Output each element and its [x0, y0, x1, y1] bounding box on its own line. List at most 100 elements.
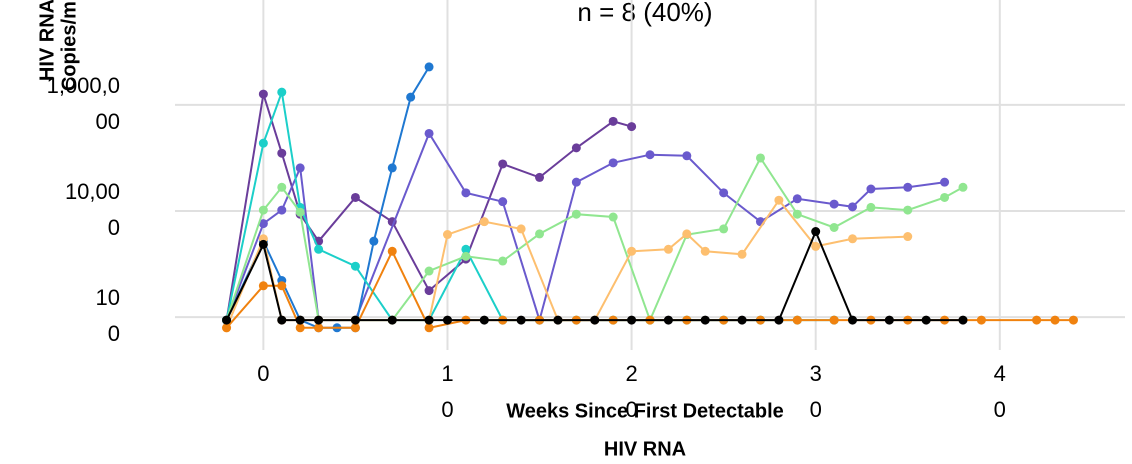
data-point — [811, 227, 821, 237]
data-point — [295, 163, 305, 173]
data-point — [516, 315, 526, 325]
label-line: 0 — [625, 397, 637, 422]
data-point — [903, 205, 913, 215]
data-point — [1068, 315, 1078, 325]
data-point — [829, 315, 839, 325]
data-point — [258, 281, 268, 291]
data-point — [848, 202, 858, 212]
data-point — [608, 158, 618, 168]
data-point — [958, 315, 968, 325]
data-point — [387, 315, 397, 325]
label-line: 0 — [108, 215, 120, 240]
data-point — [424, 266, 434, 276]
y-tick-label: 10 0 — [96, 285, 120, 346]
label-line: 0 — [810, 397, 822, 422]
data-point — [258, 89, 268, 99]
data-point — [277, 315, 287, 325]
data-point — [314, 323, 324, 333]
data-point — [314, 315, 324, 325]
data-point — [792, 209, 802, 219]
data-point — [442, 230, 452, 240]
data-point — [940, 192, 950, 202]
data-point — [903, 232, 913, 242]
data-point — [277, 182, 287, 192]
data-point — [940, 177, 950, 187]
data-point — [700, 246, 710, 256]
data-point — [792, 194, 802, 204]
data-point — [627, 246, 637, 256]
data-point — [1050, 315, 1060, 325]
label-line: 0 — [108, 321, 120, 346]
data-point — [424, 128, 434, 138]
data-point — [387, 246, 397, 256]
data-point — [571, 209, 581, 219]
data-point — [921, 315, 931, 325]
data-point — [627, 122, 637, 132]
data-point — [553, 315, 563, 325]
data-point — [848, 234, 858, 244]
data-point — [498, 159, 508, 169]
y-tick-label: 10,00 0 — [65, 179, 120, 240]
data-point — [774, 195, 784, 205]
label-line: 3 — [810, 361, 822, 386]
data-point — [976, 315, 986, 325]
data-point — [498, 197, 508, 207]
data-point — [774, 315, 784, 325]
data-point — [277, 281, 287, 291]
data-point — [295, 323, 305, 333]
data-point — [792, 315, 802, 325]
label-line: 10,00 — [65, 179, 120, 204]
x-tick-label: 0 — [257, 361, 269, 386]
data-point — [755, 153, 765, 163]
y-tick-label: 1,000,0 00 — [47, 73, 120, 134]
data-point — [737, 249, 747, 259]
data-point — [258, 239, 268, 249]
data-point — [682, 151, 692, 161]
label-line: 1,000,0 — [47, 73, 120, 98]
data-point — [369, 236, 379, 246]
data-point — [314, 244, 324, 254]
series-line — [225, 228, 963, 322]
data-point — [222, 323, 232, 333]
data-point — [737, 315, 747, 325]
label-line: 10 — [96, 285, 120, 310]
data-point — [682, 229, 692, 239]
data-point — [424, 315, 434, 325]
data-point — [884, 315, 894, 325]
data-point — [222, 315, 232, 325]
series-line — [225, 131, 945, 324]
label-line: 0 — [994, 397, 1006, 422]
data-point — [535, 229, 545, 239]
series-line — [225, 66, 430, 329]
data-point — [811, 241, 821, 251]
data-point — [461, 188, 471, 198]
y-axis-label: Copies/mL — [58, 0, 80, 91]
data-point — [848, 315, 858, 325]
label-line: 0 — [441, 397, 453, 422]
chart-title: n = 8 (40%) — [577, 0, 712, 27]
label-line: 1 — [441, 361, 453, 386]
data-point — [608, 212, 618, 222]
data-point — [535, 172, 545, 182]
y-axis-label: HIV RNA — [36, 0, 58, 81]
data-point — [277, 148, 287, 158]
data-point — [608, 116, 618, 126]
x-axis-label: HIV RNA — [604, 438, 686, 460]
data-point — [1032, 315, 1042, 325]
data-point — [406, 92, 416, 102]
data-point — [866, 184, 876, 194]
data-point — [590, 315, 600, 325]
data-point — [571, 177, 581, 187]
data-point — [958, 182, 968, 192]
data-point — [829, 222, 839, 232]
label-line: 4 — [994, 361, 1006, 386]
data-point — [258, 138, 268, 148]
data-point — [516, 224, 526, 234]
series-line — [225, 91, 835, 322]
data-point — [258, 219, 268, 229]
